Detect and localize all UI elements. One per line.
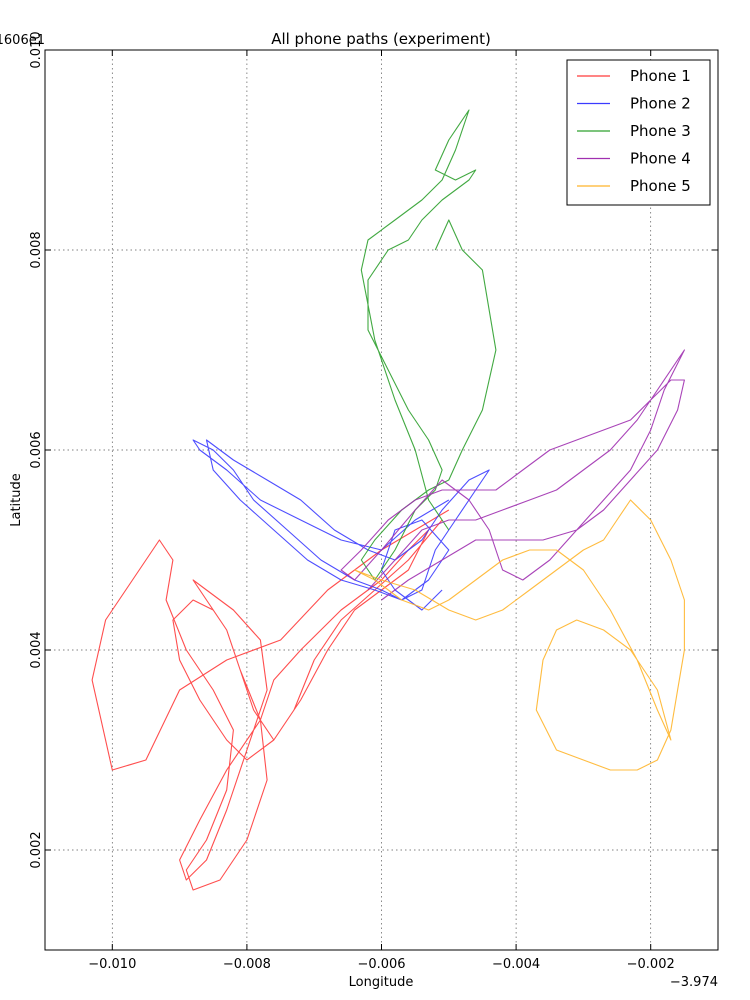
x-tick-label: −0.002: [627, 957, 675, 972]
y-tick-label: 0.004: [29, 631, 44, 668]
legend-label-phone-4: Phone 4: [630, 150, 691, 168]
series-line-phone-5: [354, 499, 685, 771]
x-tick-label: −0.008: [223, 957, 271, 972]
series-lines: [91, 109, 685, 891]
legend: Phone 1 Phone 2 Phone 3 Phone 4 Phone 5: [566, 59, 711, 206]
y-tick-label: 0.010: [29, 31, 44, 68]
legend-label-phone-5: Phone 5: [630, 177, 691, 195]
legend-label-phone-2: Phone 2: [630, 95, 691, 113]
series-line-phone-4: [340, 349, 685, 601]
legend-box: [566, 59, 711, 206]
y-tick-label: 0.006: [29, 431, 44, 468]
series-line-phone-1: [91, 509, 450, 891]
y-offset-text: +5.1606e1: [0, 33, 45, 48]
series-line-phone-3: [360, 109, 497, 581]
legend-label-phone-3: Phone 3: [630, 122, 691, 140]
y-tick-label: 0.002: [29, 831, 44, 868]
ticks: −0.010 −0.008 −0.006 −0.004 −0.002 0.002 0.004…: [29, 31, 718, 972]
y-tick-label: 0.008: [29, 231, 44, 268]
x-offset-text: −3.974: [670, 975, 718, 990]
x-axis-label: Longitude: [349, 975, 414, 990]
series-line-phone-2: [192, 439, 490, 611]
x-tick-label: −0.006: [357, 957, 405, 972]
x-tick-label: −0.010: [88, 957, 136, 972]
x-tick-label: −0.004: [492, 957, 540, 972]
legend-label-phone-1: Phone 1: [630, 67, 691, 85]
chart-title: All phone paths (experiment): [271, 30, 491, 48]
y-axis-label: Latitude: [9, 473, 24, 527]
